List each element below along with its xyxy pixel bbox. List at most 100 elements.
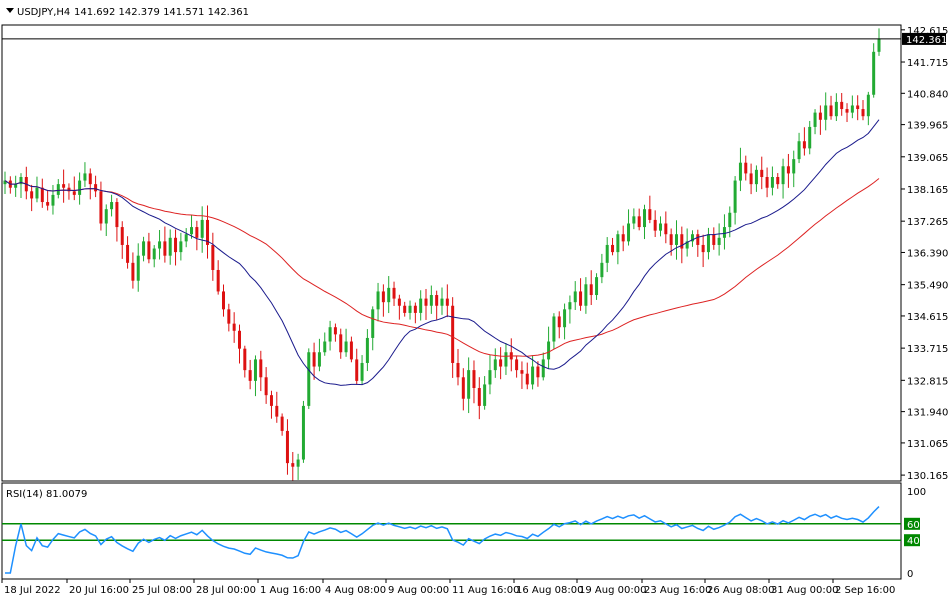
candle-body (248, 370, 252, 381)
candle-body (627, 223, 631, 242)
candle-body (786, 166, 790, 174)
candle-body (733, 180, 737, 213)
candle-body (312, 352, 316, 367)
time-tick-label: 11 Aug 16:00 (452, 585, 519, 596)
price-tick-label: 140.840 (907, 89, 948, 100)
candle-body (701, 244, 705, 253)
candle-body (579, 291, 583, 306)
price-tick-label: 139.065 (907, 153, 948, 164)
candle-body (568, 302, 572, 310)
candle-body (296, 459, 300, 467)
candle-body (211, 244, 215, 270)
candle-body (792, 159, 796, 174)
candle-body (291, 463, 295, 467)
candle-body (323, 341, 327, 353)
current-price-badge-text: 142.361 (906, 35, 947, 46)
candle-body (669, 234, 673, 245)
candle-body (776, 177, 780, 185)
candle-body (131, 262, 135, 281)
candle-body (88, 173, 92, 185)
candle-body (200, 219, 204, 238)
candle-body (259, 359, 263, 378)
candle-body (275, 405, 279, 417)
candle-body (30, 191, 34, 199)
candle-body (424, 298, 428, 306)
candle-body (781, 166, 785, 185)
candle-body (717, 237, 721, 245)
candle-body (600, 262, 604, 278)
price-tick-label: 136.390 (907, 248, 948, 259)
candle-body (317, 352, 321, 367)
candle-body (488, 370, 492, 385)
time-tick-label: 25 Jul 08:00 (132, 585, 192, 596)
candle-body (376, 291, 380, 310)
candle-body (829, 105, 833, 117)
rsi-level-badge (904, 517, 920, 530)
candle-body (371, 309, 375, 338)
candle-body (307, 352, 311, 406)
candle-body (67, 187, 71, 192)
candle-body (397, 298, 401, 306)
candle-body (14, 184, 18, 188)
rsi-panel[interactable] (1, 482, 902, 580)
candle-body (483, 384, 487, 406)
candle-body (206, 219, 210, 245)
candle-body (802, 141, 806, 149)
candle-body (861, 109, 865, 117)
candle-body (728, 212, 732, 228)
triangle-down-icon[interactable] (6, 8, 14, 13)
candle-body (243, 348, 247, 371)
candle-body (451, 305, 455, 363)
candle-body (190, 227, 194, 235)
candle-body (573, 291, 577, 303)
time-tick-label: 19 Aug 00:00 (579, 585, 646, 596)
candle-body (467, 370, 471, 399)
candle-body (168, 237, 172, 256)
candle-body (584, 284, 588, 306)
candle-body (621, 234, 625, 242)
price-tick-label: 137.265 (907, 217, 948, 228)
candle-body (435, 295, 439, 306)
symbol-label: USDJPY,H4 (17, 7, 70, 18)
time-tick-label: 31 Aug 00:00 (771, 585, 838, 596)
price-tick-label: 138.165 (907, 185, 948, 196)
candle-body (333, 327, 337, 335)
ma-fast-line (4, 119, 880, 386)
candle-body (419, 298, 423, 313)
candle-body (840, 101, 844, 110)
candle-body (760, 169, 764, 177)
candle-body (269, 395, 273, 406)
candle-body (834, 101, 838, 117)
price-axis: 142.615 141.715 140.840 139.965 139.065 138.1… (901, 26, 948, 482)
candle-body (722, 227, 726, 238)
candle-body (222, 291, 225, 310)
candle-body (856, 105, 860, 110)
price-panel[interactable] (1, 24, 902, 482)
candle-body (349, 341, 353, 360)
candle-body (648, 209, 652, 220)
candle-body (472, 370, 476, 389)
price-tick-label: 131.940 (907, 408, 948, 419)
candle-body (877, 38, 881, 52)
candle-body (493, 359, 497, 371)
candle-body (46, 202, 50, 206)
candle-body (381, 291, 385, 303)
candle-body (765, 177, 769, 188)
candle-body (616, 234, 620, 253)
candle-body (552, 316, 556, 342)
ohlc-readout: 141.692 142.379 141.571 142.361 (74, 7, 249, 18)
candle-body (78, 180, 82, 195)
price-tick-label: 130.165 (907, 471, 948, 482)
price-tick-label: 131.065 (907, 439, 948, 450)
candle-body (195, 227, 199, 238)
candle-body (83, 173, 87, 181)
candle-body (126, 244, 130, 263)
candle-body (504, 352, 508, 367)
candle-body (3, 180, 7, 185)
rsi-line (5, 506, 880, 574)
candle-body (387, 287, 391, 303)
candle-body (696, 234, 700, 245)
candle-body (365, 337, 369, 363)
candle-body (440, 298, 444, 306)
